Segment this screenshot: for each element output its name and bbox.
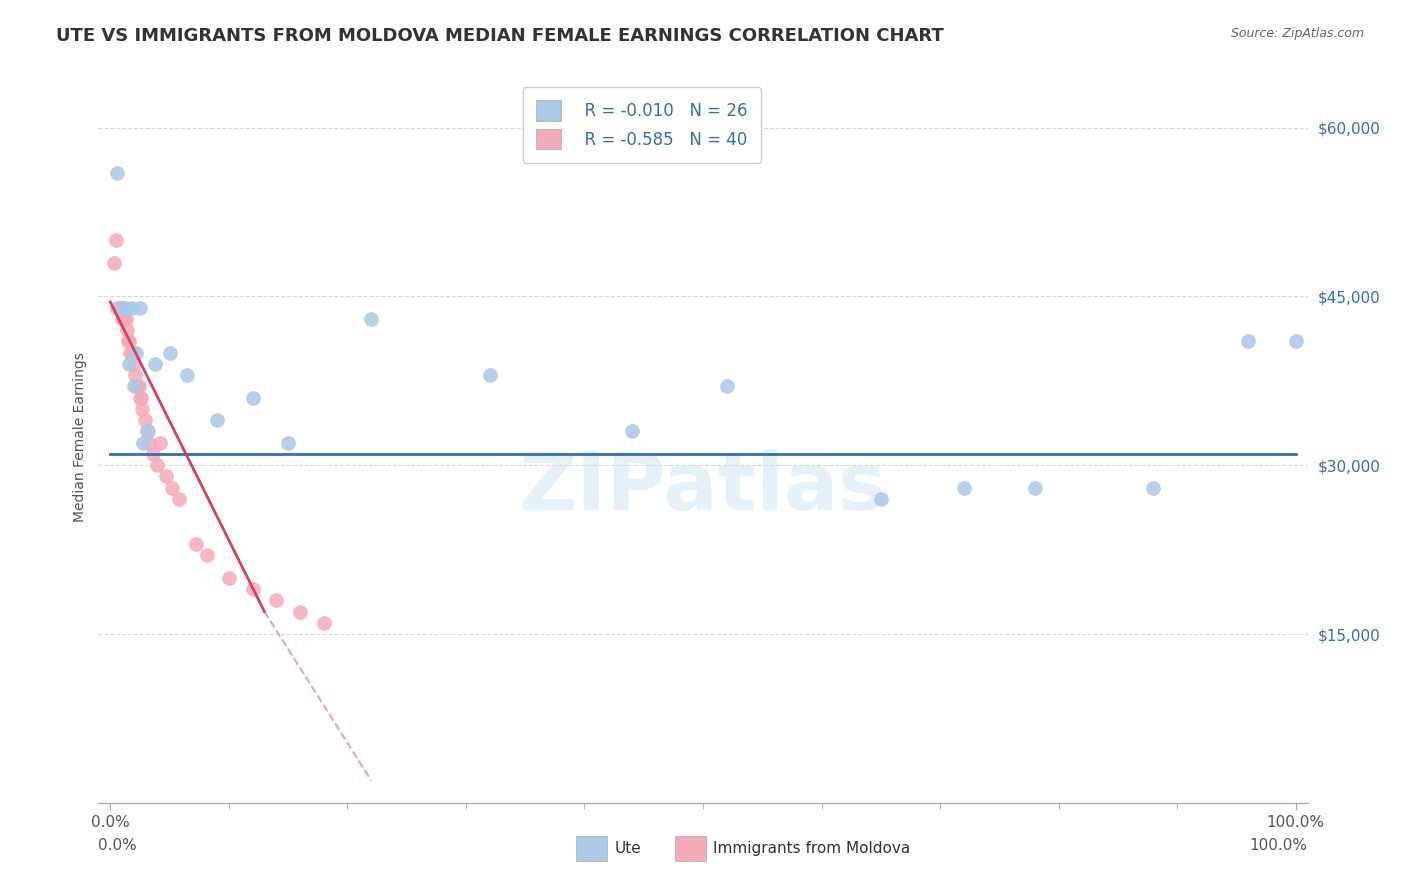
Point: [120, 345, 142, 359]
Point: [159, 345, 181, 359]
Point: [115, 323, 138, 337]
Point: [114, 312, 136, 326]
Point: [478, 368, 501, 383]
Point: [176, 368, 198, 383]
Point: [105, 301, 128, 315]
Point: [264, 593, 287, 607]
Point: [114, 301, 136, 315]
Point: [127, 379, 149, 393]
Point: [117, 334, 139, 349]
Point: [125, 345, 148, 359]
Point: [184, 537, 207, 551]
Point: [716, 379, 738, 393]
Point: [360, 312, 382, 326]
Point: [112, 312, 135, 326]
Point: [167, 491, 190, 506]
Point: [312, 615, 335, 630]
Point: [122, 357, 145, 371]
Point: [121, 345, 143, 359]
Point: [132, 435, 155, 450]
Point: [125, 379, 148, 393]
Point: [111, 312, 134, 326]
Point: [1237, 334, 1260, 349]
Point: [149, 435, 172, 450]
Point: [122, 379, 145, 393]
Point: [1285, 334, 1308, 349]
Point: [277, 435, 299, 450]
Point: [128, 379, 150, 393]
Text: Immigrants from Moldova: Immigrants from Moldova: [713, 841, 910, 855]
Point: [242, 582, 264, 596]
Point: [118, 334, 141, 349]
Legend:   R = -0.010   N = 26,   R = -0.585   N = 40: R = -0.010 N = 26, R = -0.585 N = 40: [523, 87, 761, 162]
Point: [121, 301, 143, 315]
Point: [129, 391, 152, 405]
Point: [142, 447, 165, 461]
Point: [131, 401, 153, 416]
Point: [288, 605, 311, 619]
Point: [155, 469, 177, 483]
Point: [129, 301, 152, 315]
Point: [121, 345, 143, 359]
Point: [197, 548, 219, 562]
Point: [145, 458, 167, 473]
Point: [129, 391, 152, 405]
Point: [107, 301, 129, 315]
Point: [952, 481, 974, 495]
Point: [111, 301, 134, 315]
Point: [118, 357, 141, 371]
Point: [620, 425, 643, 439]
Text: Ute: Ute: [614, 841, 641, 855]
Text: 0.0%: 0.0%: [98, 838, 138, 854]
Point: [869, 491, 891, 506]
Point: [110, 301, 132, 315]
Point: [103, 255, 125, 269]
Point: [114, 312, 136, 326]
Point: [1024, 481, 1046, 495]
Text: ZIPatlas: ZIPatlas: [519, 450, 887, 527]
Point: [124, 368, 146, 383]
Point: [143, 357, 166, 371]
Point: [134, 413, 156, 427]
Point: [205, 413, 228, 427]
Point: [138, 435, 160, 450]
Point: [242, 391, 264, 405]
Point: [105, 233, 128, 247]
Y-axis label: Median Female Earnings: Median Female Earnings: [73, 352, 87, 522]
Text: 100.0%: 100.0%: [1250, 838, 1308, 854]
Point: [136, 425, 159, 439]
Text: Source: ZipAtlas.com: Source: ZipAtlas.com: [1230, 27, 1364, 40]
Point: [1142, 481, 1164, 495]
Text: UTE VS IMMIGRANTS FROM MOLDOVA MEDIAN FEMALE EARNINGS CORRELATION CHART: UTE VS IMMIGRANTS FROM MOLDOVA MEDIAN FE…: [56, 27, 943, 45]
Point: [105, 166, 128, 180]
Point: [218, 571, 240, 585]
Point: [108, 301, 131, 315]
Point: [160, 481, 183, 495]
Point: [136, 425, 159, 439]
